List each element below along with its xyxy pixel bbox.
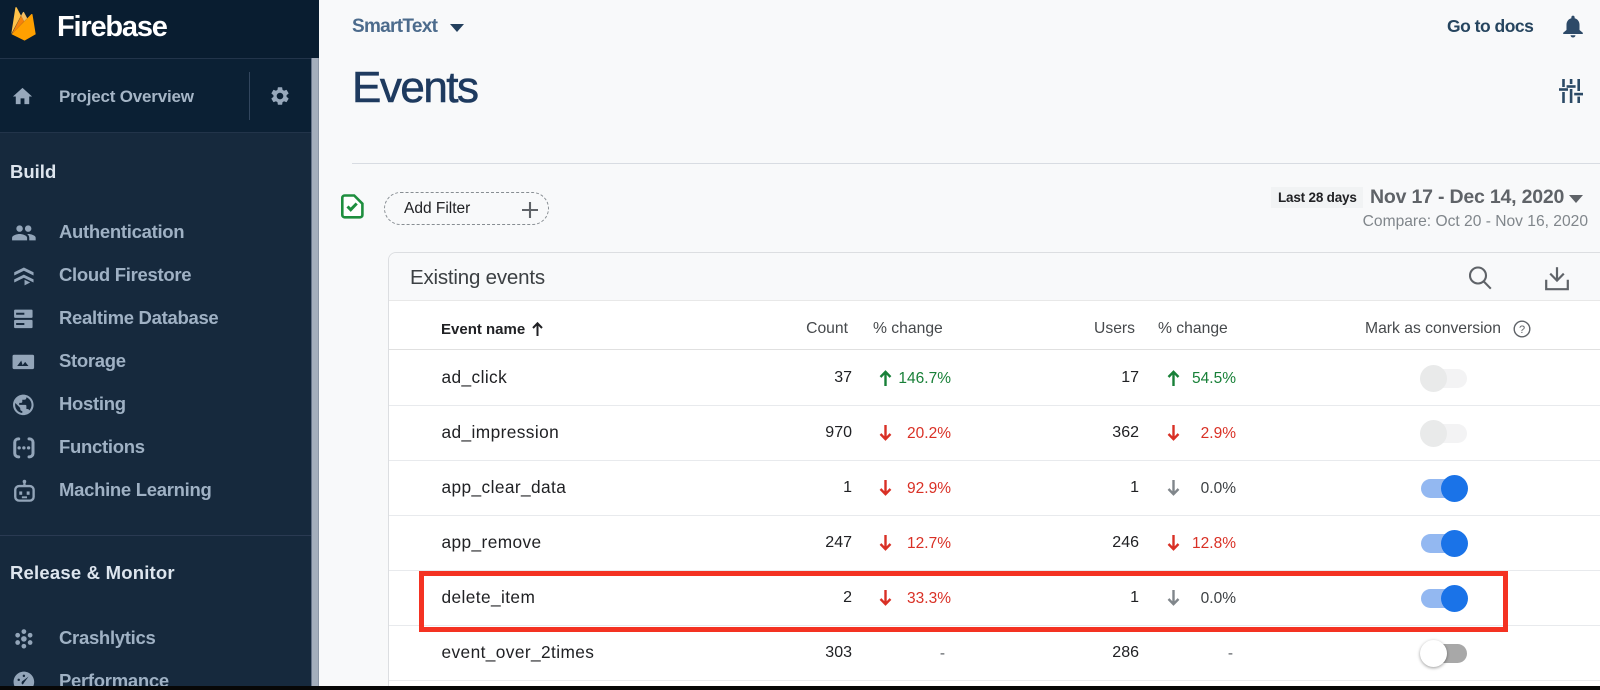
svg-text:?: ? xyxy=(1519,324,1525,336)
